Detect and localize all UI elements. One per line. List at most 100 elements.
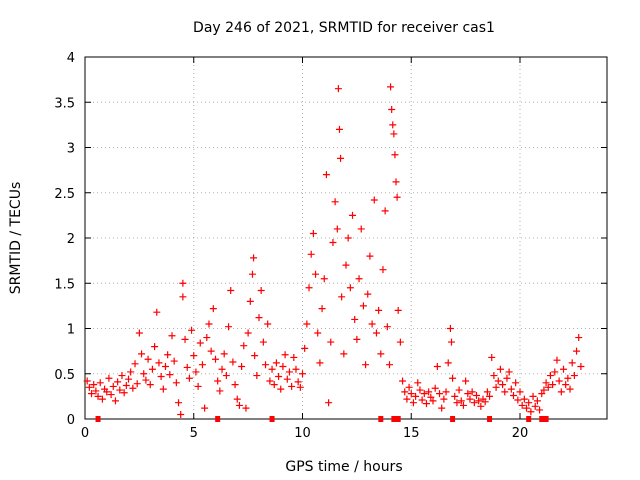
data-point: [122, 382, 130, 390]
data-point: [514, 396, 522, 404]
data-point: [451, 392, 459, 400]
data-point: [96, 379, 104, 387]
data-point: [92, 387, 100, 395]
data-point: [320, 275, 328, 283]
data-point: [453, 399, 461, 407]
data-point: [153, 308, 161, 316]
data-point: [140, 370, 148, 378]
data-point: [364, 290, 372, 298]
data-point: [294, 378, 302, 386]
data-point: [473, 391, 480, 399]
data-point: [285, 368, 293, 376]
data-point: [316, 359, 324, 367]
data-point: [168, 332, 176, 340]
data-point: [242, 404, 250, 412]
data-point: [296, 383, 304, 391]
data-point: [170, 357, 178, 365]
data-point: [288, 382, 296, 390]
data-point: [281, 351, 289, 359]
data-point: [259, 338, 267, 346]
data-point: [270, 381, 278, 389]
data-point: [562, 381, 570, 389]
data-point: [333, 225, 341, 233]
data-point: [503, 374, 511, 382]
data-point: [483, 388, 491, 396]
data-point: [538, 390, 546, 398]
data-point: [344, 234, 352, 242]
data-point: [337, 154, 345, 162]
data-point: [177, 410, 185, 418]
data-point: [196, 339, 204, 347]
data-point: [387, 83, 395, 91]
data-point: [466, 395, 474, 403]
data-point: [570, 372, 578, 380]
data-point: [250, 254, 258, 262]
data-point: [372, 329, 380, 337]
data-point: [505, 368, 513, 376]
data-point: [390, 130, 398, 138]
data-point: [120, 389, 128, 397]
data-point: [370, 196, 378, 204]
data-point: [220, 350, 228, 358]
data-point: [172, 379, 180, 387]
data-point: [205, 320, 213, 328]
data-point: [492, 383, 500, 391]
data-point: [83, 377, 91, 385]
data-point: [292, 365, 300, 373]
data-point: [447, 338, 455, 346]
x-tick-label: 15: [403, 426, 420, 441]
data-point: [157, 372, 165, 380]
data-point: [531, 402, 539, 410]
data-point: [179, 293, 187, 301]
data-point: [312, 270, 320, 278]
data-point: [512, 379, 520, 387]
data-point: [464, 390, 472, 398]
data-point: [159, 385, 167, 393]
data-point: [399, 377, 407, 385]
data-point: [299, 370, 306, 378]
gap-marker: [95, 416, 101, 422]
data-point: [507, 385, 515, 393]
data-point: [253, 372, 261, 380]
data-point: [457, 397, 465, 405]
data-point: [566, 385, 574, 393]
data-point: [396, 338, 404, 346]
data-point: [155, 359, 163, 367]
data-point: [227, 286, 235, 294]
data-point: [422, 400, 430, 408]
data-point: [135, 329, 143, 337]
data-point: [540, 386, 548, 394]
data-point: [203, 334, 211, 342]
data-point: [536, 406, 544, 414]
data-point: [342, 261, 350, 269]
data-point: [222, 372, 230, 380]
data-point: [233, 395, 241, 403]
gap-marker: [543, 416, 549, 422]
data-point: [553, 356, 561, 364]
gap-marker: [526, 416, 532, 422]
data-point: [116, 386, 124, 394]
data-point: [427, 393, 435, 401]
data-point: [175, 399, 183, 407]
data-point: [468, 388, 476, 396]
y-tick-label: 0.5: [54, 368, 75, 383]
data-point: [520, 395, 528, 403]
data-point: [138, 350, 146, 358]
data-point: [527, 408, 535, 416]
data-point: [240, 342, 248, 350]
data-point: [151, 343, 159, 351]
data-point: [407, 390, 415, 398]
data-point: [362, 361, 370, 369]
data-point: [518, 401, 526, 409]
data-point: [218, 365, 226, 373]
data-point: [105, 374, 113, 382]
data-point: [414, 379, 422, 387]
data-point: [346, 284, 354, 292]
x-tick-label: 20: [512, 426, 529, 441]
data-point: [509, 391, 517, 399]
data-point: [549, 381, 557, 389]
data-point: [375, 306, 383, 314]
data-point: [225, 323, 233, 331]
data-point: [335, 125, 343, 133]
